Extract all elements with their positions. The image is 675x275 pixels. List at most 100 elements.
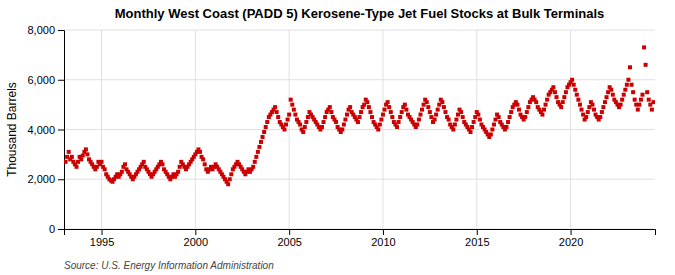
point — [525, 110, 529, 114]
y-axis-label: Thousand Barrels — [5, 82, 19, 177]
point — [443, 110, 447, 114]
point — [304, 120, 308, 124]
point — [261, 135, 265, 139]
grid-line-y — [64, 179, 655, 180]
point — [623, 88, 627, 92]
point — [425, 100, 429, 104]
point — [603, 100, 607, 104]
tick-label: 0 — [49, 223, 55, 235]
point — [376, 128, 380, 132]
point — [447, 118, 451, 122]
point — [489, 132, 493, 136]
tick-mark — [58, 130, 64, 131]
tick: 8,000 — [27, 24, 64, 36]
point — [555, 95, 559, 99]
point — [198, 150, 202, 154]
point — [647, 98, 651, 102]
point — [434, 113, 438, 117]
tick: 1995 — [90, 229, 114, 248]
point — [420, 108, 424, 112]
point — [289, 98, 293, 102]
tick-mark — [195, 229, 196, 235]
point — [386, 100, 390, 104]
tick-label: 1995 — [90, 236, 114, 248]
point — [598, 115, 602, 119]
tick-label: 4,000 — [27, 124, 55, 136]
tick-label: 2020 — [559, 236, 583, 248]
source-note: Source: U.S. Energy Information Administ… — [64, 260, 274, 271]
point — [506, 120, 510, 124]
point — [323, 115, 327, 119]
tick-label: 2000 — [184, 236, 208, 248]
point — [622, 93, 626, 97]
tick: 2005 — [277, 229, 301, 248]
point — [343, 118, 347, 122]
point — [620, 98, 624, 102]
grid-line-x — [101, 30, 102, 229]
point — [562, 95, 566, 99]
tick: 2,000 — [27, 173, 64, 185]
point — [383, 108, 387, 112]
point — [397, 120, 401, 124]
point — [433, 118, 437, 122]
point — [472, 120, 476, 124]
point — [454, 118, 458, 122]
point — [628, 65, 632, 69]
point — [451, 128, 455, 132]
point — [559, 105, 563, 109]
point — [368, 110, 372, 114]
point — [637, 103, 641, 107]
point — [553, 90, 557, 94]
point — [251, 165, 255, 169]
tick-mark — [102, 229, 103, 235]
chart: 19952000200520102015202002,0004,0006,000… — [0, 0, 675, 275]
tick-mark — [383, 229, 384, 235]
point — [228, 177, 232, 181]
point — [79, 157, 83, 161]
point — [540, 113, 544, 117]
point — [453, 123, 457, 127]
point — [630, 83, 634, 87]
point — [644, 63, 648, 67]
point — [609, 88, 613, 92]
point — [264, 125, 268, 129]
point — [262, 130, 266, 134]
point — [67, 150, 71, 154]
point — [436, 108, 440, 112]
point — [81, 154, 85, 158]
point — [395, 125, 399, 129]
axis-domain — [58, 31, 65, 230]
point — [492, 123, 496, 127]
point — [301, 130, 305, 134]
point — [576, 98, 580, 102]
point — [504, 125, 508, 129]
point — [293, 113, 297, 117]
point — [584, 115, 588, 119]
point — [636, 108, 640, 112]
tick-mark — [571, 229, 572, 235]
grid-line-y — [64, 79, 655, 80]
y-axis: 02,0004,0006,0008,000 — [27, 24, 64, 235]
point — [254, 155, 258, 159]
x-axis: 199520002005201020152020 — [65, 229, 656, 248]
point — [639, 98, 643, 102]
grid-line-x — [289, 30, 290, 229]
point — [287, 113, 291, 117]
point — [103, 167, 107, 171]
grid-line-x — [476, 30, 477, 229]
tick: 2000 — [184, 229, 208, 248]
point — [358, 115, 362, 119]
point — [534, 100, 538, 104]
point — [517, 108, 521, 112]
point — [580, 108, 584, 112]
grid — [64, 30, 655, 229]
point — [426, 105, 430, 109]
point — [201, 157, 205, 161]
point — [378, 123, 382, 127]
tick-label: 2005 — [277, 236, 301, 248]
grid-line-x — [570, 30, 571, 229]
point — [284, 123, 288, 127]
point — [381, 113, 385, 117]
point — [461, 115, 465, 119]
point — [415, 123, 419, 127]
